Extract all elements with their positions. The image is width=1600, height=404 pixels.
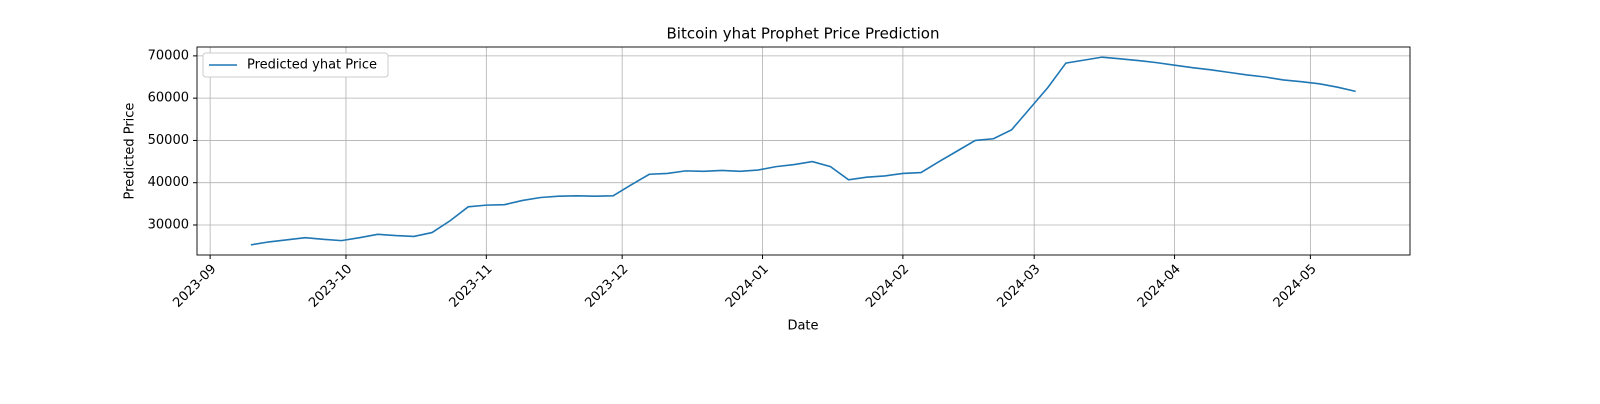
chart-title: Bitcoin yhat Prophet Price Prediction — [666, 25, 939, 43]
y-tick-label: 40000 — [148, 175, 189, 190]
y-tick-label: 30000 — [148, 217, 189, 232]
x-tick-label: 2024-05 — [1271, 262, 1320, 311]
legend-box — [202, 52, 389, 78]
legend: Predicted yhat Price — [202, 52, 389, 78]
axes-frame — [196, 46, 1411, 256]
x-tick-label: 2023-09 — [170, 262, 219, 311]
y-tick-label: 50000 — [148, 133, 189, 148]
line — [250, 56, 1356, 246]
legend-label: Predicted yhat Price — [247, 58, 377, 73]
x-tick-label: 2024-04 — [1135, 262, 1184, 311]
y-axis-label: Predicted Price — [123, 103, 138, 200]
x-tick-label: 2023-11 — [447, 262, 496, 311]
x-axis-label: Date — [787, 319, 818, 334]
x-tick-label: 2024-02 — [863, 262, 912, 311]
x-tick-label: 2023-10 — [306, 262, 355, 311]
y-tick-label: 60000 — [148, 91, 189, 106]
x-tick-label: 2024-03 — [994, 262, 1043, 311]
x-tick-label: 2024-01 — [723, 262, 772, 311]
y-tick-label: 70000 — [148, 48, 189, 63]
x-tick-label: 2023-12 — [582, 262, 631, 311]
